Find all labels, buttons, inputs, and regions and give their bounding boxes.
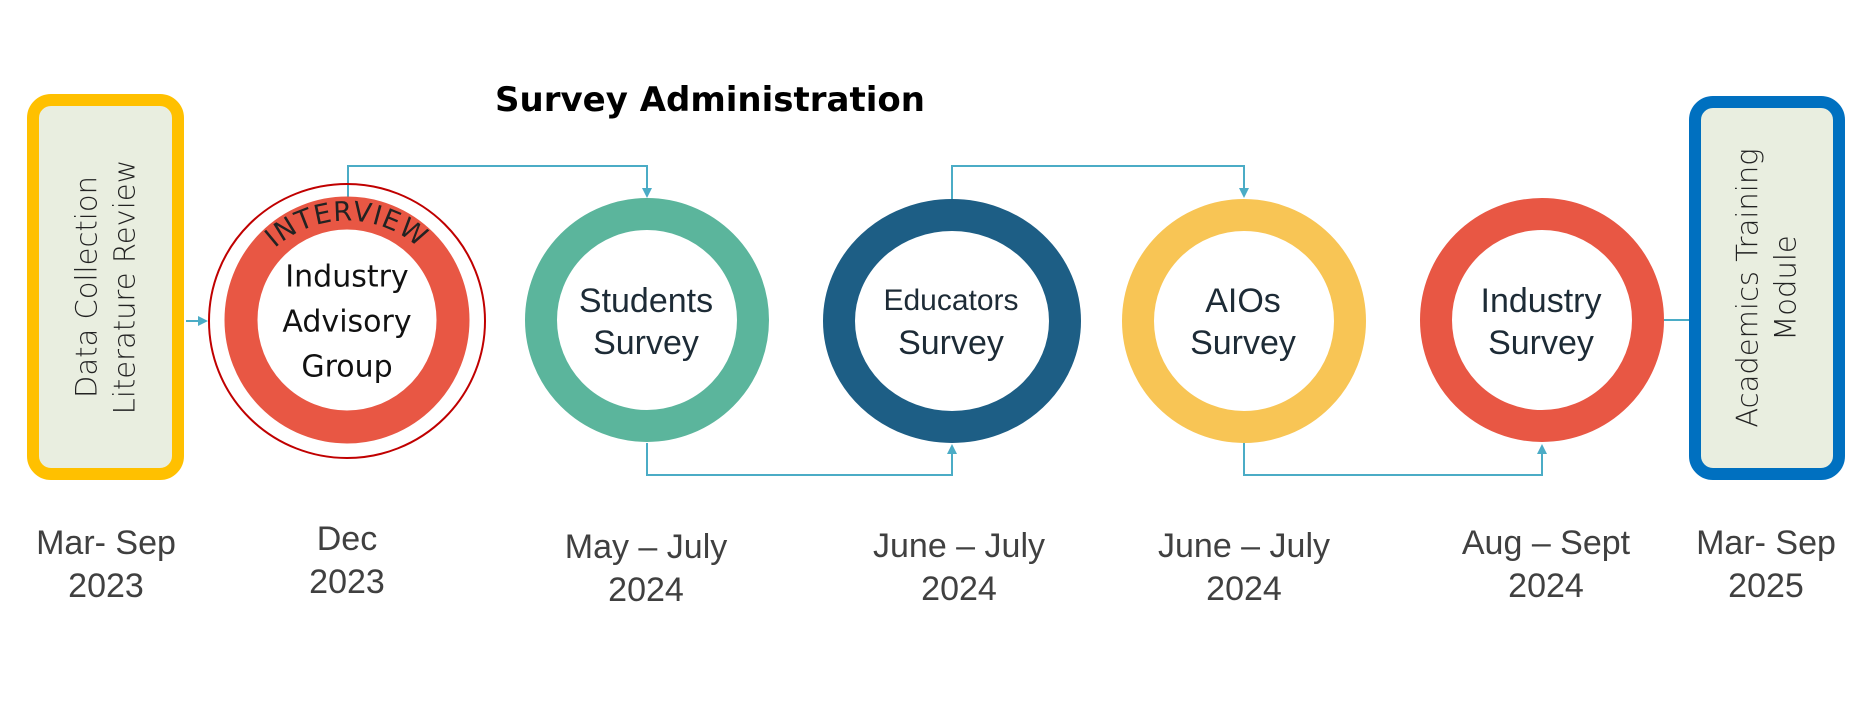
diagram-title: Survey Administration <box>0 80 1420 120</box>
educators-survey-label: Educators Survey <box>883 280 1018 364</box>
students-line-2: Survey <box>593 324 699 362</box>
industry-line-2: Survey <box>1488 324 1594 362</box>
date-end-line-1: Mar- Sep <box>1696 524 1836 562</box>
start-box-line-1: Data Collection <box>69 176 104 398</box>
start-box-data-collection: Data Collection Literature Review <box>27 94 184 480</box>
connector-aios-to-industry <box>1243 443 1547 476</box>
date-iag-line-2: 2023 <box>309 563 385 601</box>
connector-students-to-educators <box>646 443 957 476</box>
aios-survey-label: AIOs Survey <box>1190 280 1296 364</box>
end-box-line-1: Academics Training <box>1731 148 1766 428</box>
date-students-line-2: 2024 <box>608 571 684 609</box>
connector-iag-to-students <box>347 165 652 198</box>
connectors <box>186 165 1690 476</box>
date-students-line-1: May – July <box>564 528 728 566</box>
end-box-line-2: Module <box>1769 235 1804 341</box>
industry-survey-label: Industry Survey <box>1481 280 1602 364</box>
connector-educators-to-aios <box>951 165 1249 199</box>
interview-arc-label: INTERVIEW <box>259 196 433 253</box>
industry-line-1: Industry <box>1480 282 1602 320</box>
date-educators-line-1: June – July <box>873 527 1045 565</box>
date-educators: June – July 2024 <box>873 525 1045 611</box>
date-start-line-1: Mar- Sep <box>36 524 176 562</box>
date-aios-line-2: 2024 <box>1206 570 1282 608</box>
date-end-box: Mar- Sep 2025 <box>1696 522 1836 608</box>
educators-line-1: Educators <box>883 284 1019 317</box>
students-line-1: Students <box>578 282 714 320</box>
date-aios-line-1: June – July <box>1158 527 1330 565</box>
aios-survey-ring <box>1122 199 1366 443</box>
date-iag-line-1: Dec <box>316 520 378 558</box>
industry-survey-ring <box>1420 198 1664 442</box>
start-box-line-2: Literature Review <box>107 159 142 415</box>
iag-line-1: Industry <box>285 259 409 295</box>
iag-line-2: Advisory <box>282 304 412 340</box>
title-text: Survey Administration <box>495 80 925 120</box>
interview-outline-ring <box>208 183 486 459</box>
aios-line-1: AIOs <box>1205 282 1281 320</box>
date-iag: Dec 2023 <box>309 518 385 604</box>
date-industry-line-1: Aug – Sept <box>1461 524 1631 562</box>
date-students: May – July 2024 <box>565 526 728 612</box>
aios-line-2: Survey <box>1190 324 1296 362</box>
iag-label: Industry Advisory Group <box>282 255 411 390</box>
date-start-line-2: 2023 <box>68 567 144 605</box>
start-box-text: Data Collection Literature Review <box>68 160 144 415</box>
date-end-line-2: 2025 <box>1728 567 1804 605</box>
date-start-box: Mar- Sep 2023 <box>36 522 176 608</box>
iag-line-3: Group <box>301 349 393 385</box>
students-survey-ring <box>525 198 769 442</box>
educators-survey-ring <box>823 199 1081 443</box>
date-educators-line-2: 2024 <box>921 570 997 608</box>
end-box-text: Academics Training Module <box>1729 148 1805 427</box>
students-survey-label: Students Survey <box>579 280 713 364</box>
date-industry: Aug – Sept 2024 <box>1462 522 1630 608</box>
date-aios: June – July 2024 <box>1158 525 1330 611</box>
date-industry-line-2: 2024 <box>1508 567 1584 605</box>
educators-line-2: Survey <box>898 324 1004 362</box>
end-box-academics-training: Academics Training Module <box>1689 96 1845 480</box>
iag-ring <box>224 196 470 444</box>
